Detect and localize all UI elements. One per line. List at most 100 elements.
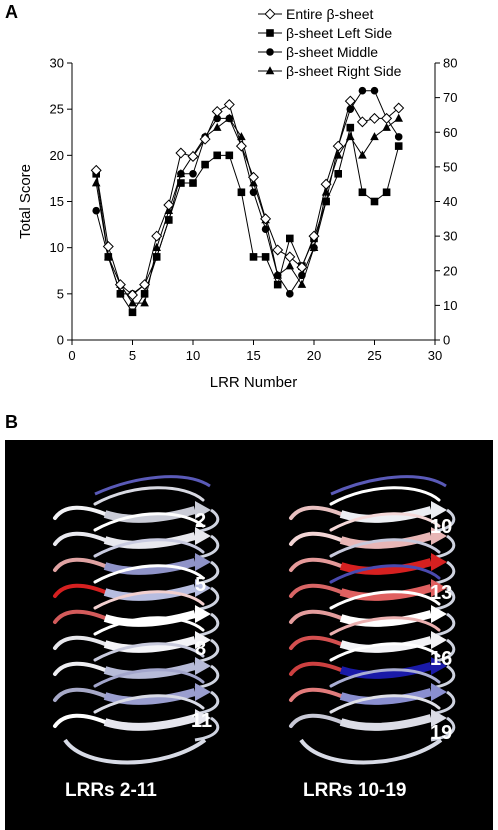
legend-marker xyxy=(264,8,276,20)
strand-arrowhead xyxy=(195,501,211,519)
strand-arrowhead xyxy=(195,657,211,675)
strand-arrowhead xyxy=(195,631,211,649)
side-loop xyxy=(53,687,107,702)
data-point xyxy=(140,290,149,298)
legend-label: β-sheet Middle xyxy=(286,44,378,60)
data-point xyxy=(223,99,235,111)
beta-strand xyxy=(103,688,197,705)
strand-arrowhead xyxy=(431,709,447,727)
legend-label: Entire β-sheet xyxy=(286,6,374,22)
y2-tick-label: 40 xyxy=(443,194,457,209)
data-point xyxy=(346,132,355,141)
series-2 xyxy=(92,86,403,298)
y2-tick-label: 80 xyxy=(443,56,457,71)
x-tick-label: 5 xyxy=(129,348,136,363)
data-point xyxy=(116,290,125,298)
backbone-loop xyxy=(329,564,441,584)
data-point xyxy=(189,179,197,187)
y-tick-label: 30 xyxy=(50,56,64,71)
data-point xyxy=(358,86,367,95)
beta-strand xyxy=(103,584,197,601)
data-point xyxy=(152,242,161,251)
data-point xyxy=(368,112,381,124)
side-loop xyxy=(289,661,343,676)
repeat-number-right-0: 10 xyxy=(430,516,453,538)
backbone-loop xyxy=(329,694,441,714)
beta-strand xyxy=(339,636,433,653)
repeat-number-left-3: 11 xyxy=(191,710,213,732)
backbone-loop xyxy=(93,512,205,532)
data-point xyxy=(199,133,211,145)
data-point xyxy=(356,116,368,128)
y-axis-label: Total Score xyxy=(17,164,34,239)
bottom-cap-loop xyxy=(63,738,207,765)
backbone-loop xyxy=(329,486,441,506)
legend-label: β-sheet Right Side xyxy=(286,63,402,79)
beta-strand xyxy=(339,558,433,575)
beta-strand xyxy=(103,662,197,679)
data-point xyxy=(225,151,234,160)
data-point xyxy=(175,147,187,159)
backbone-loop xyxy=(329,668,441,688)
y-tick-label: 5 xyxy=(57,286,64,301)
side-loop xyxy=(289,531,343,546)
strand-arrowhead xyxy=(431,605,447,623)
ribbon-structures-image xyxy=(53,475,456,765)
data-point xyxy=(114,279,126,291)
backbone-loop xyxy=(329,616,441,636)
backbone-loop xyxy=(93,616,205,636)
side-loop xyxy=(289,713,343,728)
strand-arrowhead xyxy=(195,683,211,701)
beta-strand xyxy=(103,558,197,575)
data-point xyxy=(128,298,137,307)
data-point xyxy=(394,113,403,122)
side-loop xyxy=(289,505,343,520)
backbone-loop xyxy=(329,642,441,662)
x-tick-label: 30 xyxy=(428,348,442,363)
data-point xyxy=(102,241,114,253)
strand-arrowhead xyxy=(431,579,447,597)
data-point xyxy=(394,133,403,141)
strand-arrowhead xyxy=(431,657,447,675)
side-loop xyxy=(53,661,107,676)
strand-arrowhead xyxy=(195,553,211,571)
data-point xyxy=(151,230,163,242)
data-point xyxy=(92,206,100,215)
data-point xyxy=(346,123,355,132)
repeat-number-right-3: 19 xyxy=(430,722,453,744)
beta-strand xyxy=(103,636,197,653)
backbone-loop xyxy=(93,564,205,584)
backbone-loop xyxy=(93,538,205,558)
beta-strand xyxy=(103,532,197,549)
side-loop xyxy=(289,609,343,624)
data-point xyxy=(370,86,379,95)
side-loop xyxy=(53,635,107,650)
repeat-number-right-2: 16 xyxy=(430,648,453,670)
data-point xyxy=(334,170,342,178)
backbone-loop xyxy=(93,590,205,610)
side-loop xyxy=(53,557,107,572)
top-cap-loop xyxy=(94,475,211,496)
protein-structure-panel: 2 5 8 11 10 13 16 19 LRRs 2-11 LRRs 10-1… xyxy=(5,440,493,830)
side-loop xyxy=(53,583,107,598)
data-point xyxy=(320,178,332,190)
data-point xyxy=(128,308,137,317)
data-point xyxy=(237,188,246,197)
side-loop xyxy=(289,557,343,572)
data-point xyxy=(225,113,234,122)
x-tick-label: 15 xyxy=(246,348,260,363)
legend-marker xyxy=(266,29,274,37)
data-point xyxy=(163,199,175,211)
y-tick-label: 15 xyxy=(50,194,64,209)
side-loop xyxy=(289,583,343,598)
x-tick-label: 0 xyxy=(68,348,75,363)
side-loop xyxy=(53,531,107,546)
beta-strand xyxy=(103,714,197,731)
data-point xyxy=(358,150,367,159)
data-point xyxy=(140,298,149,307)
beta-strand xyxy=(339,714,433,731)
beta-strand xyxy=(103,506,197,523)
legend-marker xyxy=(266,48,274,56)
strand-arrowhead xyxy=(195,709,211,727)
data-point xyxy=(381,112,393,124)
